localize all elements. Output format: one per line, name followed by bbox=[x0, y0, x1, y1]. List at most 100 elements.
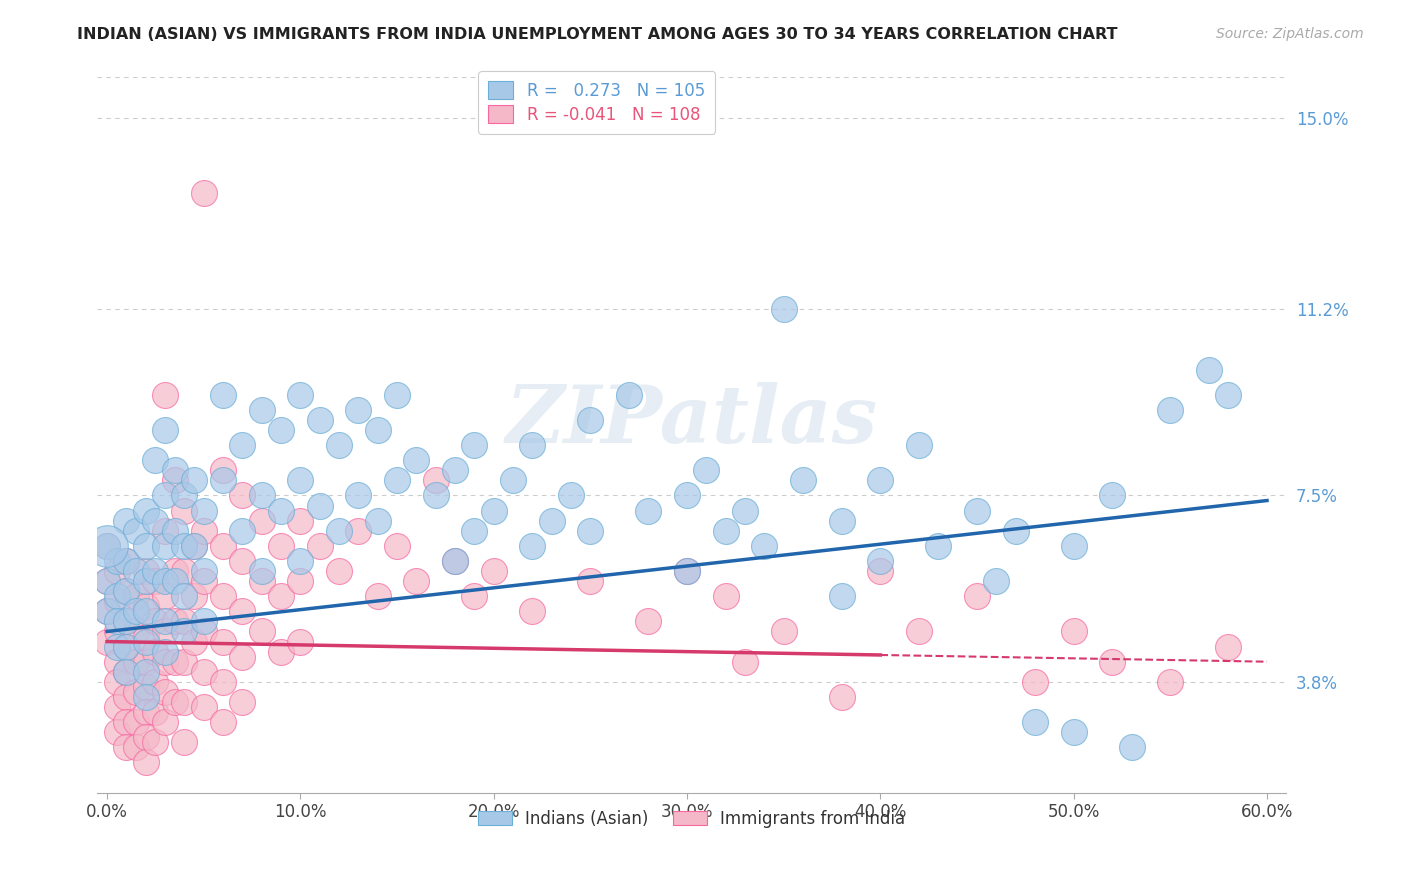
Point bbox=[135, 539, 157, 553]
Point bbox=[153, 685, 176, 699]
Point bbox=[754, 539, 776, 553]
Point bbox=[163, 463, 186, 477]
Point bbox=[183, 589, 205, 603]
Point bbox=[193, 574, 215, 588]
Point bbox=[270, 503, 292, 517]
Point bbox=[1159, 674, 1181, 689]
Point bbox=[105, 564, 128, 578]
Point bbox=[308, 413, 330, 427]
Point bbox=[1218, 640, 1240, 654]
Point bbox=[676, 564, 699, 578]
Point bbox=[125, 524, 148, 538]
Point bbox=[153, 615, 176, 629]
Point bbox=[115, 740, 138, 755]
Point bbox=[1063, 539, 1085, 553]
Point bbox=[96, 574, 118, 588]
Point bbox=[405, 574, 427, 588]
Point bbox=[115, 690, 138, 704]
Point bbox=[212, 474, 235, 488]
Point bbox=[385, 474, 408, 488]
Point bbox=[463, 589, 485, 603]
Point bbox=[105, 700, 128, 714]
Point bbox=[163, 474, 186, 488]
Point bbox=[115, 640, 138, 654]
Point bbox=[869, 564, 891, 578]
Point bbox=[135, 680, 157, 694]
Point bbox=[231, 524, 253, 538]
Point bbox=[250, 514, 273, 528]
Point bbox=[173, 589, 195, 603]
Point bbox=[135, 690, 157, 704]
Point bbox=[153, 589, 176, 603]
Point bbox=[153, 655, 176, 669]
Point bbox=[522, 438, 544, 452]
Point bbox=[676, 488, 699, 502]
Point bbox=[1024, 715, 1046, 730]
Point bbox=[145, 674, 167, 689]
Point bbox=[231, 488, 253, 502]
Point bbox=[115, 554, 138, 568]
Point bbox=[212, 634, 235, 648]
Point bbox=[290, 574, 312, 588]
Point bbox=[153, 488, 176, 502]
Point bbox=[1004, 524, 1026, 538]
Point bbox=[193, 524, 215, 538]
Point bbox=[193, 624, 215, 639]
Point bbox=[163, 564, 186, 578]
Point bbox=[1218, 388, 1240, 402]
Point bbox=[135, 756, 157, 770]
Point bbox=[96, 539, 118, 553]
Point bbox=[96, 539, 118, 553]
Point bbox=[385, 539, 408, 553]
Point bbox=[125, 655, 148, 669]
Point bbox=[135, 705, 157, 719]
Point bbox=[135, 604, 157, 618]
Point bbox=[250, 564, 273, 578]
Point bbox=[831, 589, 853, 603]
Point bbox=[966, 503, 988, 517]
Point bbox=[173, 539, 195, 553]
Point bbox=[115, 514, 138, 528]
Point bbox=[115, 640, 138, 654]
Point bbox=[193, 186, 215, 201]
Point bbox=[290, 514, 312, 528]
Point bbox=[105, 725, 128, 739]
Point bbox=[145, 574, 167, 588]
Point bbox=[463, 438, 485, 452]
Point bbox=[212, 674, 235, 689]
Point bbox=[367, 589, 389, 603]
Point bbox=[290, 474, 312, 488]
Point bbox=[676, 564, 699, 578]
Point bbox=[869, 474, 891, 488]
Point bbox=[115, 715, 138, 730]
Point bbox=[1063, 624, 1085, 639]
Legend: Indians (Asian), Immigrants from India: Indians (Asian), Immigrants from India bbox=[472, 803, 912, 834]
Point bbox=[250, 488, 273, 502]
Point bbox=[135, 599, 157, 614]
Point bbox=[173, 564, 195, 578]
Point bbox=[153, 624, 176, 639]
Point bbox=[173, 624, 195, 639]
Point bbox=[125, 564, 148, 578]
Point bbox=[163, 695, 186, 709]
Point bbox=[173, 615, 195, 629]
Point bbox=[153, 574, 176, 588]
Point bbox=[145, 453, 167, 467]
Point bbox=[173, 503, 195, 517]
Point bbox=[250, 574, 273, 588]
Point bbox=[270, 423, 292, 437]
Point bbox=[482, 503, 505, 517]
Point bbox=[270, 589, 292, 603]
Point bbox=[540, 514, 562, 528]
Point bbox=[250, 402, 273, 417]
Point bbox=[153, 423, 176, 437]
Point bbox=[482, 564, 505, 578]
Point bbox=[444, 463, 467, 477]
Point bbox=[617, 388, 640, 402]
Point bbox=[328, 438, 350, 452]
Point bbox=[145, 564, 167, 578]
Point bbox=[1101, 488, 1123, 502]
Point bbox=[183, 539, 205, 553]
Point bbox=[231, 554, 253, 568]
Point bbox=[193, 700, 215, 714]
